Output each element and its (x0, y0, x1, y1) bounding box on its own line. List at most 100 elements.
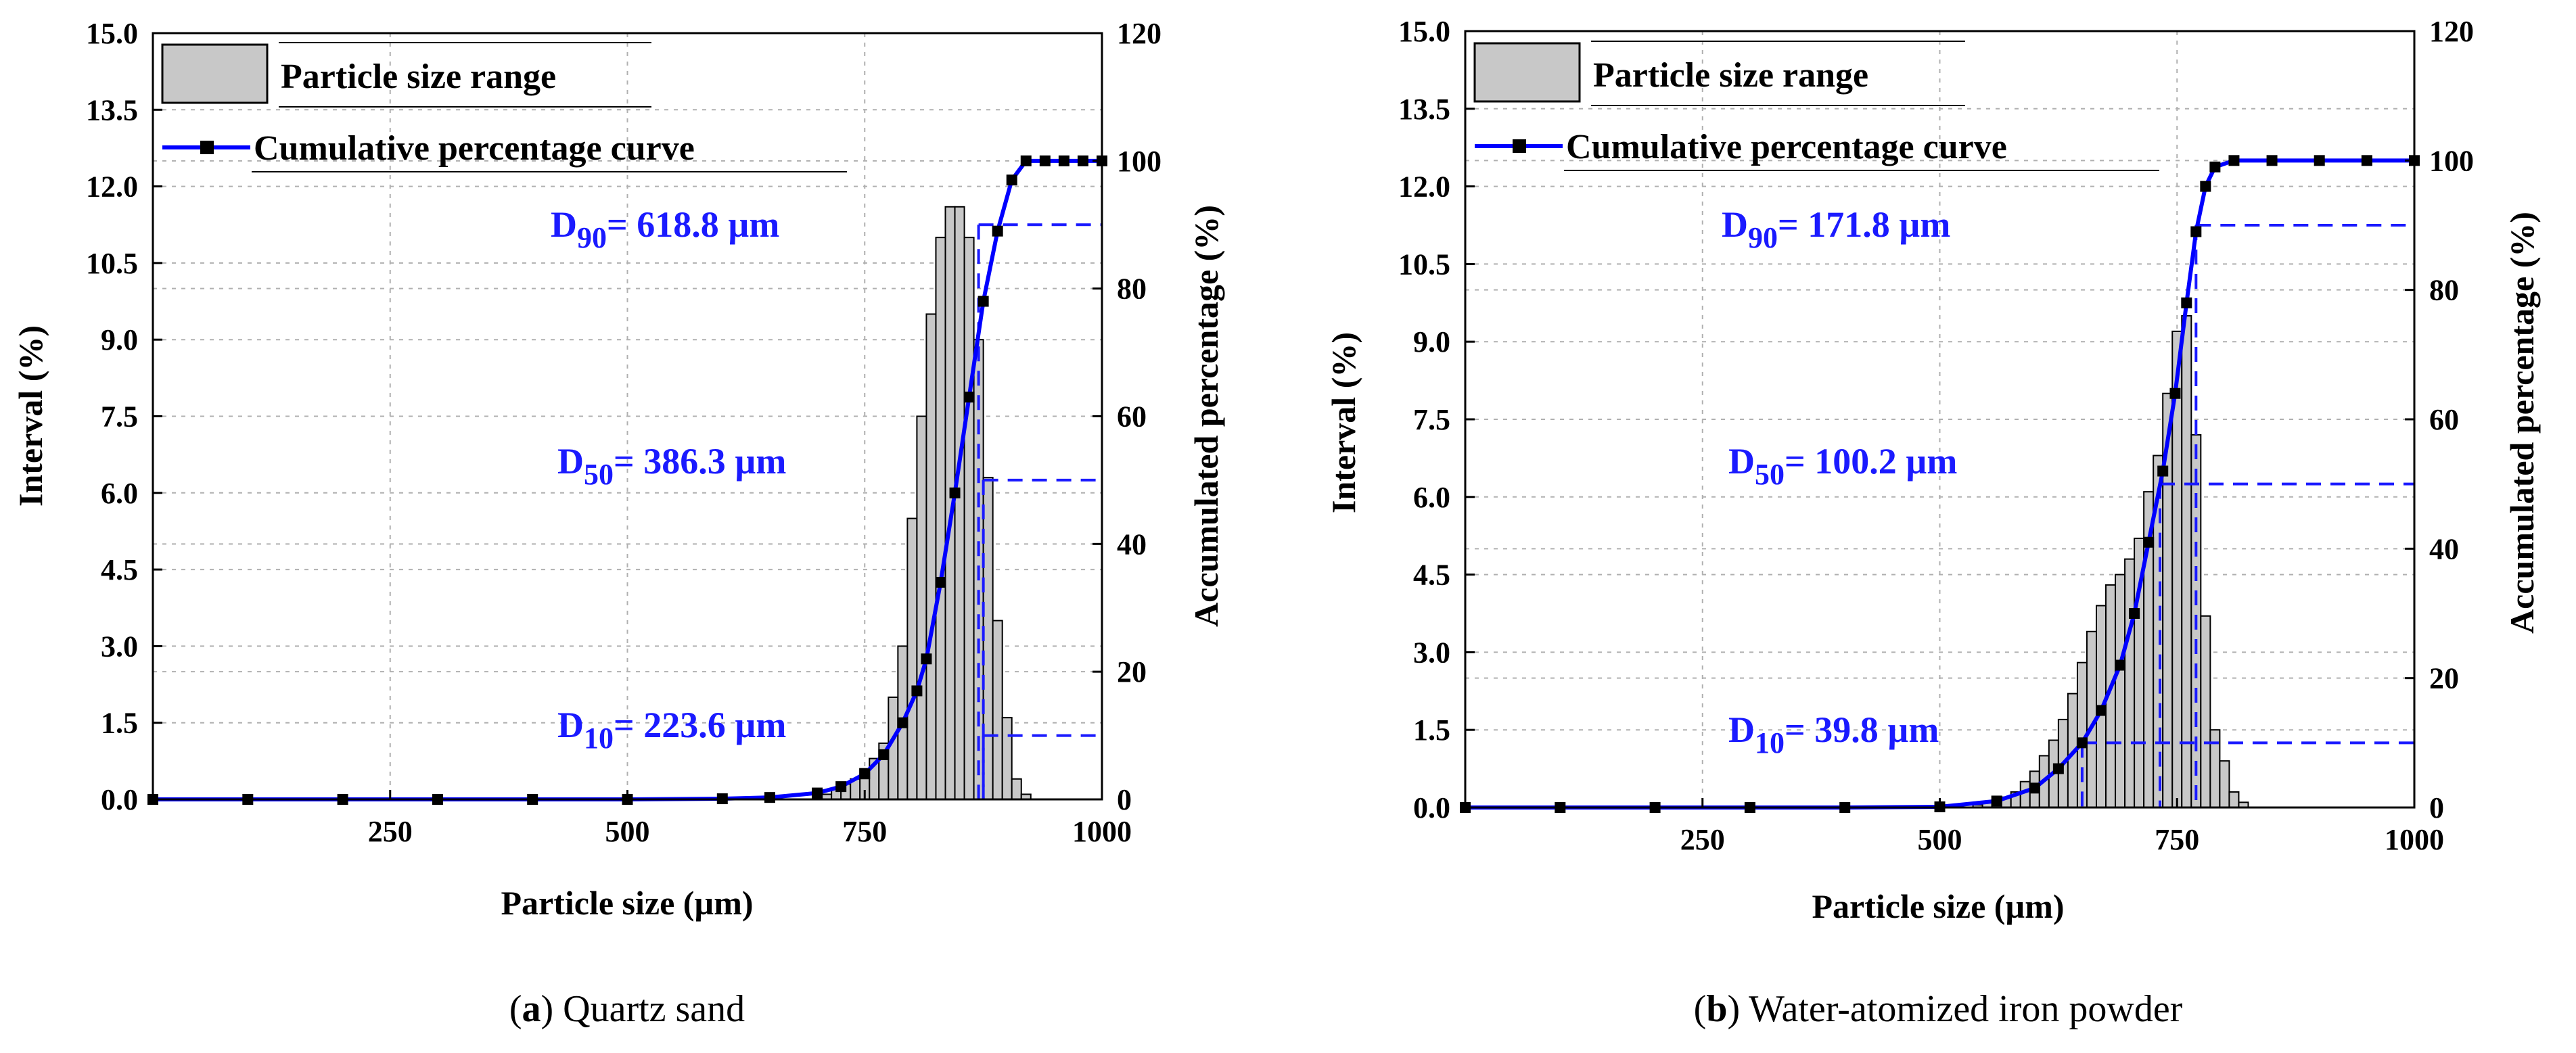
bar (935, 237, 946, 800)
bar (963, 237, 975, 800)
y2-tick-label: 40 (1117, 528, 1147, 561)
y-tick-label: 4.5 (101, 553, 138, 586)
caption-b: (b) Water-atomized iron powder (1694, 988, 2183, 1030)
curve-marker (2209, 161, 2221, 172)
y2-tick-label: 80 (2429, 274, 2459, 307)
x-tick-label: 250 (1680, 823, 1725, 856)
d90-letter: D (1722, 204, 1748, 245)
curve-marker (764, 792, 775, 803)
d90-subscript: 90 (1748, 221, 1778, 254)
chart-panel-b: 250 500 750 10000.01.53.04.56.07.59.010.512… (1325, 15, 2541, 1030)
y2-tick-label: 120 (2429, 15, 2474, 48)
y-tick-label: 0.0 (1413, 791, 1450, 824)
legend-bar-swatch (161, 43, 269, 104)
svg-text:D10= 223.6 µm: D10= 223.6 µm (557, 705, 786, 755)
legend-curve-marker (200, 141, 214, 154)
curve-marker (921, 653, 932, 665)
y2-tick-label: 60 (1117, 400, 1147, 434)
x-tick-label: 500 (1918, 823, 1962, 856)
y-tick-label: 10.5 (86, 247, 138, 280)
curve-marker (911, 685, 923, 697)
y-tick-label: 6.0 (1413, 481, 1450, 514)
y2-tick-label: 20 (1117, 655, 1147, 688)
bar (2181, 314, 2192, 808)
y-tick-label: 12.0 (1398, 170, 1450, 204)
y2-tick-label: 120 (1117, 17, 1162, 50)
svg-text:D50= 100.2 µm: D50= 100.2 µm (1728, 441, 1957, 491)
d90-label-a: D90= 618.8 µm (551, 204, 779, 254)
y2-tick-label: 60 (2429, 403, 2459, 436)
caption-letter-a: a (522, 988, 540, 1030)
d50-subscript: 50 (584, 458, 614, 491)
d10-letter: D (557, 705, 584, 745)
curve-marker (812, 787, 823, 799)
y-tick-label: 9.0 (1413, 325, 1450, 358)
y-tick-label: 13.5 (1398, 93, 1450, 126)
y2-tick-label: 80 (1117, 273, 1147, 306)
bars-a (812, 206, 1032, 801)
y-tick-label: 1.5 (101, 707, 138, 740)
bar (2124, 558, 2136, 808)
bar (2228, 791, 2240, 809)
x-tick-label: 750 (2155, 823, 2199, 856)
d50-value: = 386.3 µm (614, 441, 786, 482)
y2-tick-label: 0 (1117, 783, 1132, 816)
caption-text-a: Quartz sand (563, 988, 745, 1030)
curve-marker (2076, 737, 2088, 749)
legend-label-curve: Cumulative percentage curve (1566, 128, 2007, 166)
bars-b (1972, 314, 2249, 809)
bar (954, 206, 965, 800)
curve-marker (2052, 763, 2064, 774)
y-tick-label: 1.5 (1413, 713, 1450, 747)
y-tick-label: 15.0 (1398, 15, 1450, 48)
curve-marker (2314, 155, 2325, 166)
curve-marker (2200, 181, 2211, 192)
ticks-a: 250 500 750 10000.01.53.04.56.07.59.010.512… (86, 17, 1162, 848)
curve-marker (2143, 536, 2155, 548)
y-tick-label: 9.0 (101, 323, 138, 356)
curve-marker (1039, 155, 1051, 166)
legend-b: Particle size range Cumulative percentag… (1473, 41, 2159, 171)
bar (2200, 615, 2211, 808)
y-axis-label-a: Interval (%) (12, 325, 49, 507)
y-tick-label: 6.0 (101, 477, 138, 510)
svg-text:D90= 171.8 µm: D90= 171.8 µm (1722, 204, 1950, 254)
d10-value: = 223.6 µm (614, 705, 786, 745)
y-axis-label-b: Interval (%) (1325, 332, 1362, 513)
curve-marker (2115, 659, 2126, 671)
y2-tick-label: 0 (2429, 791, 2444, 824)
y2-tick-label: 20 (2429, 662, 2459, 695)
d90-label-b: D90= 171.8 µm (1722, 204, 1950, 254)
curve-marker (2266, 155, 2278, 166)
legend-label-bars: Particle size range (281, 57, 556, 96)
caption-letter-b: b (1706, 988, 1727, 1030)
y-tick-label: 4.5 (1413, 559, 1450, 592)
d10-subscript: 10 (1755, 726, 1785, 759)
x-tick-label: 500 (605, 815, 650, 848)
x-axis-label-b: Particle size (µm) (1812, 887, 2064, 925)
curve-marker (2129, 608, 2140, 619)
y-tick-label: 7.5 (1413, 403, 1450, 436)
d10-label-a: D10= 223.6 µm (557, 705, 786, 755)
svg-text:D10= 39.8 µm: D10= 39.8 µm (1728, 709, 1939, 759)
y-tick-label: 3.0 (101, 630, 138, 663)
d50-subscript: 50 (1755, 458, 1785, 491)
annotation-dashes-b (2080, 224, 2414, 808)
curve-marker (2228, 155, 2240, 166)
legend-label-bars: Particle size range (1593, 56, 1868, 95)
annotation-dashes-a (977, 223, 1102, 799)
curve-marker (963, 392, 975, 403)
y2-tick-label: 100 (2429, 144, 2474, 177)
d50-value: = 100.2 µm (1785, 441, 1957, 482)
curve-marker (835, 781, 847, 793)
chart-panel-a: 250 500 750 10000.01.53.04.56.07.59.010.512… (12, 17, 1225, 1030)
curve-marker (992, 225, 1003, 237)
d90-value: = 171.8 µm (1778, 204, 1950, 245)
y-tick-label: 13.5 (86, 93, 138, 126)
curve-marker (949, 487, 961, 498)
curve-marker (978, 296, 989, 307)
svg-text:D90= 618.8 µm: D90= 618.8 µm (551, 204, 779, 254)
d90-value: = 618.8 µm (607, 204, 779, 245)
d10-subscript: 10 (584, 722, 614, 755)
